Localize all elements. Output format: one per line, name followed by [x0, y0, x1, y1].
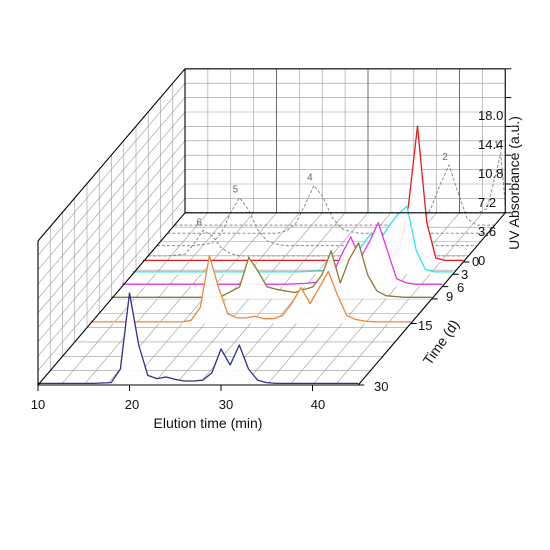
- axis-frame-line: [37, 68, 186, 242]
- side-wall-gridline: [37, 155, 186, 328]
- side-wall-gridline: [37, 169, 186, 342]
- series-line-day-m9: [174, 164, 495, 226]
- series-occluder: [143, 126, 464, 262]
- y-tick-label: 6: [457, 280, 464, 295]
- peak-label: 4: [307, 172, 313, 183]
- side-wall-gridline: [37, 97, 186, 270]
- series-occluder: [111, 242, 432, 299]
- x-axis-title: Elution time (min): [154, 415, 263, 431]
- side-wall-gridline: [37, 83, 186, 256]
- y-tick-label: 0: [472, 254, 479, 269]
- side-wall-gridline: [37, 111, 186, 285]
- axis-frame-line: [37, 212, 186, 386]
- y-tick-label: 15: [418, 318, 432, 333]
- peak-label: 2: [442, 152, 448, 163]
- x-tick-label: 30: [219, 397, 233, 412]
- series-line-day-m1_5: [148, 229, 469, 257]
- x-tick-label: 10: [31, 397, 45, 412]
- z-tick-label: 7.2: [478, 195, 496, 210]
- y-tick-label: 9: [446, 289, 453, 304]
- z-tick-label: 3.6: [478, 224, 496, 239]
- z-tick-label: 18.0: [478, 108, 503, 123]
- z-axis-title: UV Absorbance (a.u.): [506, 116, 522, 250]
- side-wall-gridline: [37, 126, 186, 299]
- x-tick-label: 40: [311, 397, 325, 412]
- series-line-day-9: [111, 242, 432, 298]
- x-tick-label: 20: [125, 397, 139, 412]
- peak-label: 1: [494, 140, 500, 151]
- y-tick-label: 3: [461, 267, 468, 282]
- y-tick-label: 30: [374, 379, 388, 394]
- side-wall-gridline: [37, 140, 186, 314]
- side-wall-gridline: [37, 183, 186, 357]
- z-tick-label: 10.8: [478, 166, 503, 181]
- y-axis-ticks: 0 3 6 9 15 30: [374, 254, 479, 394]
- side-wall-gridline: [37, 198, 186, 371]
- series-occluder: [90, 255, 411, 324]
- series-line-day-15: [90, 254, 411, 323]
- series-line-day-m4: [157, 197, 478, 247]
- series-line-day-30: [38, 292, 359, 385]
- z-tick-label: 14.4: [478, 137, 503, 152]
- x-axis-ticks: 10 20 30 40: [31, 397, 325, 412]
- chart-frame: [37, 68, 512, 391]
- peak-label: 6: [196, 217, 202, 228]
- series-layer: 1 2 4 5 6: [38, 125, 506, 385]
- z-axis-ticks: 0 3.6 7.2 10.8 14.4 18.0: [478, 108, 503, 268]
- peak-label: 5: [233, 185, 239, 196]
- z-tick-label: 0: [478, 253, 485, 268]
